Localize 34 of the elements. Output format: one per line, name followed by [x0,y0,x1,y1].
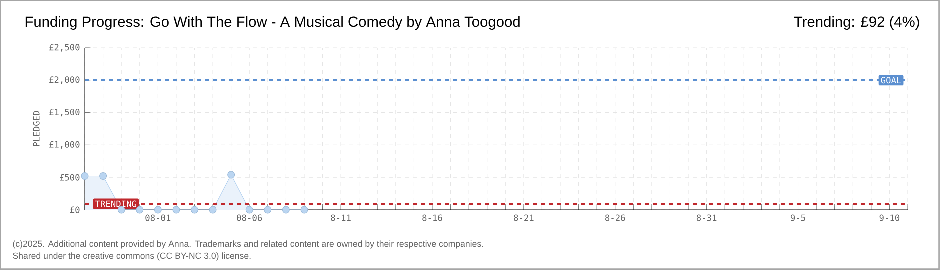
y-tick-label: £2,000 [50,76,80,84]
point [209,206,217,214]
y-tick-label: £2,500 [50,44,80,52]
x-tick-label: 8-26 [605,214,626,222]
point [154,206,162,214]
x-tick-label: 8-21 [514,214,534,222]
x-tick-label: 08-06 [237,214,262,222]
y-tick-label: £1,500 [50,108,80,117]
point [81,172,89,180]
x-tick-label: 8-31 [696,214,717,222]
y-tick-label: £1,000 [50,141,80,150]
point [228,171,236,179]
point [300,206,308,214]
text: (c)2025. Additional content provided by Anna. Trademarks and related content are owned by their respective companies. [13,240,484,249]
x-tick-label: 08-01 [146,214,171,222]
point [191,206,198,214]
x-tick-label: 8-16 [422,214,442,222]
y-axis-title: PLEDGED [33,111,40,146]
x-tick-label: 9-5 [790,214,806,222]
x-tick-label: 9-10 [880,214,900,222]
point [136,206,144,214]
point [100,172,108,180]
point [246,206,254,214]
ref-line-label: TRENDING [95,200,136,208]
ref-line-label: GOAL [881,77,902,84]
chart-subtitle: Trending: £92 (4%) [794,16,920,30]
point [282,206,290,214]
y-tick-label: £500 [60,174,80,181]
point [172,206,180,214]
x-tick-label: 8-11 [331,214,351,222]
y-tick-label: £0 [70,206,80,214]
text: Shared under the creative commons (CC BY-NC 3.0) license. [13,252,251,261]
chart-title: Funding Progress: Go With The Flow - A Musical Comedy by Anna Toogood [26,16,520,30]
point [264,206,272,214]
